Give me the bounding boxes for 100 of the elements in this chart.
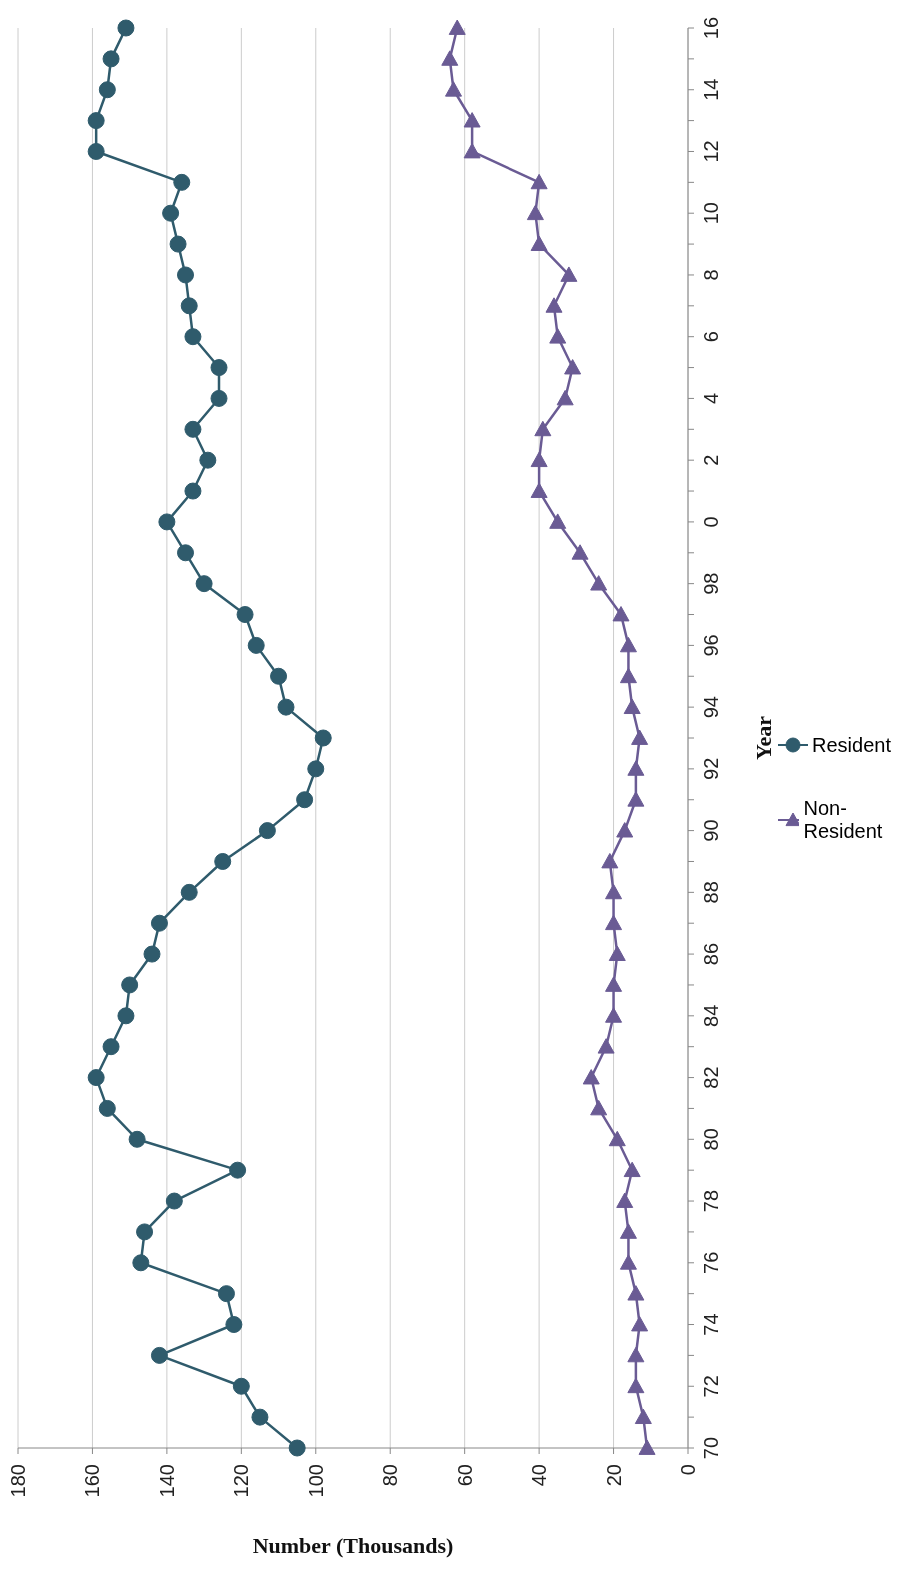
y-tick-label: 72	[700, 1375, 723, 1398]
point	[605, 883, 623, 900]
x-axis-title: Number (Thousands)	[252, 1533, 454, 1558]
point	[162, 204, 180, 222]
point	[229, 1161, 247, 1179]
y-tick-label: 78	[700, 1189, 723, 1213]
point	[582, 1069, 600, 1085]
point	[623, 1161, 641, 1178]
point	[590, 1099, 608, 1116]
point	[173, 173, 191, 191]
point	[210, 389, 228, 407]
point	[87, 1069, 105, 1087]
point	[277, 698, 295, 716]
y-tick-label: 88	[700, 881, 723, 904]
legend-label: Resident	[812, 733, 891, 757]
point	[530, 173, 548, 190]
point	[619, 1223, 637, 1239]
point	[441, 50, 459, 66]
y-tick-label: 92	[700, 757, 723, 780]
point	[556, 389, 574, 406]
point	[232, 1377, 250, 1395]
point	[258, 822, 276, 840]
point	[627, 1346, 645, 1363]
point	[608, 1130, 626, 1147]
point	[623, 698, 641, 715]
point	[225, 1316, 243, 1334]
point	[98, 1099, 116, 1117]
y-tick-label: 98	[700, 572, 723, 595]
point	[627, 1377, 645, 1394]
point	[631, 1316, 649, 1332]
point	[199, 451, 217, 469]
point	[214, 852, 232, 870]
point	[445, 81, 462, 97]
point	[195, 575, 213, 593]
y-tick-label: 6	[700, 331, 723, 343]
x-tick-label: 100	[304, 1464, 327, 1498]
point	[184, 482, 202, 500]
point	[612, 606, 630, 622]
point	[605, 976, 623, 992]
point	[627, 760, 645, 776]
point	[627, 791, 645, 807]
point	[180, 297, 198, 315]
y-axis-title: Year	[750, 715, 776, 760]
point	[177, 544, 194, 562]
point	[627, 1285, 645, 1301]
point	[619, 636, 637, 653]
x-tick-label: 60	[453, 1464, 476, 1487]
point	[619, 667, 637, 684]
y-tick-label: 16	[700, 16, 723, 40]
point	[526, 204, 544, 221]
point	[169, 235, 187, 253]
y-tick-label: 76	[700, 1251, 723, 1274]
x-tick-label: 40	[528, 1464, 551, 1487]
point	[210, 359, 228, 377]
y-tick-label: 82	[700, 1066, 723, 1089]
point	[448, 19, 466, 35]
point	[165, 1192, 183, 1210]
point	[87, 142, 105, 160]
point	[616, 822, 634, 838]
point	[560, 266, 578, 282]
point	[150, 914, 168, 932]
point	[217, 1285, 235, 1303]
point	[184, 420, 202, 438]
point	[616, 1192, 634, 1208]
point	[158, 513, 176, 531]
x-tick-label: 120	[230, 1464, 253, 1498]
y-tick-label: 12	[700, 140, 723, 163]
y-tick-label: 0	[700, 516, 723, 528]
point	[463, 142, 481, 159]
point	[143, 945, 161, 963]
y-tick-label: 70	[700, 1436, 723, 1460]
point	[87, 112, 105, 130]
point	[634, 1408, 652, 1425]
point	[288, 1439, 306, 1457]
y-tick-label: 2	[700, 454, 723, 466]
point	[463, 112, 481, 128]
y-tick-label: 96	[700, 634, 723, 657]
y-tick-label: 14	[700, 78, 723, 101]
point	[296, 791, 314, 809]
point	[605, 1007, 623, 1023]
point	[117, 1007, 135, 1025]
x-tick-label: 0	[677, 1464, 699, 1476]
point	[150, 1346, 168, 1364]
point	[236, 606, 254, 624]
y-tick-label: 90	[700, 819, 723, 842]
point	[619, 1254, 637, 1270]
point	[638, 1439, 656, 1455]
point	[605, 914, 623, 931]
x-tick-label: 80	[379, 1464, 402, 1487]
y-tick-label: 84	[700, 1004, 723, 1027]
point	[534, 420, 552, 437]
point	[270, 667, 288, 685]
point	[247, 636, 265, 654]
x-tick-label: 20	[602, 1464, 625, 1487]
point	[98, 81, 116, 99]
point	[184, 328, 202, 346]
point	[549, 513, 567, 529]
point	[314, 729, 332, 747]
point	[307, 760, 325, 778]
point	[608, 945, 626, 961]
